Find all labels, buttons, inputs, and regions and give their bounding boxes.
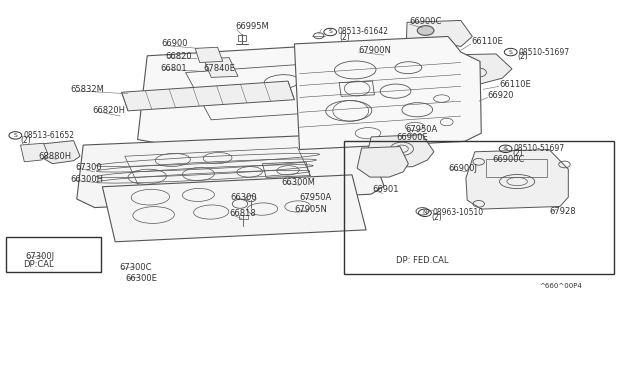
Text: 08513-61642: 08513-61642 [338,28,389,36]
Text: 67928: 67928 [549,207,576,216]
Polygon shape [77,133,384,208]
Text: (2): (2) [20,136,31,145]
Bar [486,159,547,177]
Polygon shape [102,175,366,242]
Text: S: S [509,49,513,55]
Text: 67950A: 67950A [300,193,332,202]
Text: 66110E: 66110E [499,80,531,89]
Polygon shape [138,40,448,147]
Polygon shape [406,20,472,48]
Text: 08513-61652: 08513-61652 [23,131,74,140]
Bar [344,141,614,274]
Text: DP:CAL: DP:CAL [23,260,54,269]
Polygon shape [294,36,481,150]
Text: S: S [13,133,17,138]
Circle shape [417,26,434,35]
Text: 67840E: 67840E [204,64,236,73]
Polygon shape [195,47,223,62]
Text: 66900C: 66900C [410,17,442,26]
Text: 66900J: 66900J [448,164,477,173]
Polygon shape [366,135,434,167]
Polygon shape [122,81,294,111]
Text: DP: FED.CAL: DP: FED.CAL [396,256,448,265]
Text: S: S [328,29,332,35]
Text: 67950A: 67950A [406,125,438,134]
Text: (2): (2) [339,33,350,42]
Text: 67905N: 67905N [294,205,327,214]
Bar [6,237,101,272]
Text: (2): (2) [517,52,528,61]
Text: S: S [504,146,508,151]
Text: 66820H: 66820H [93,106,126,115]
Text: 66920: 66920 [488,92,514,100]
Text: 66300: 66300 [230,193,257,202]
Bar [239,215,248,219]
Text: 67300J: 67300J [26,252,55,261]
Text: 66300M: 66300M [282,178,316,187]
Text: 65832M: 65832M [70,85,104,94]
Text: 08510-51697: 08510-51697 [518,48,570,57]
Text: 66900C: 66900C [493,155,525,164]
Text: 66818: 66818 [229,209,256,218]
Text: 08963-10510: 08963-10510 [433,208,484,217]
Text: 66801: 66801 [160,64,187,73]
Text: 66110E: 66110E [471,37,503,46]
Text: 66300E: 66300E [125,274,157,283]
Text: 08510-51697: 08510-51697 [513,144,564,153]
Text: 66995M: 66995M [236,22,269,31]
Text: (2): (2) [512,149,523,158]
Text: N: N [422,210,428,215]
Text: 67300: 67300 [76,163,102,172]
Text: 66901: 66901 [372,185,399,194]
Polygon shape [20,143,48,162]
Circle shape [416,208,429,215]
Text: (2): (2) [431,213,442,222]
Text: 66820: 66820 [165,52,192,61]
Text: 68880H: 68880H [38,152,72,161]
Text: 67900N: 67900N [358,46,391,55]
Polygon shape [357,147,408,177]
Text: 67300C: 67300C [119,263,152,272]
Bar [238,35,246,41]
Polygon shape [38,141,80,164]
Polygon shape [434,54,512,84]
Text: 66900: 66900 [161,39,188,48]
Text: 66900E: 66900E [397,133,429,142]
Text: 66300H: 66300H [70,175,104,184]
Polygon shape [204,58,238,77]
Polygon shape [466,150,568,209]
Text: ^660^00P4: ^660^00P4 [539,283,582,289]
